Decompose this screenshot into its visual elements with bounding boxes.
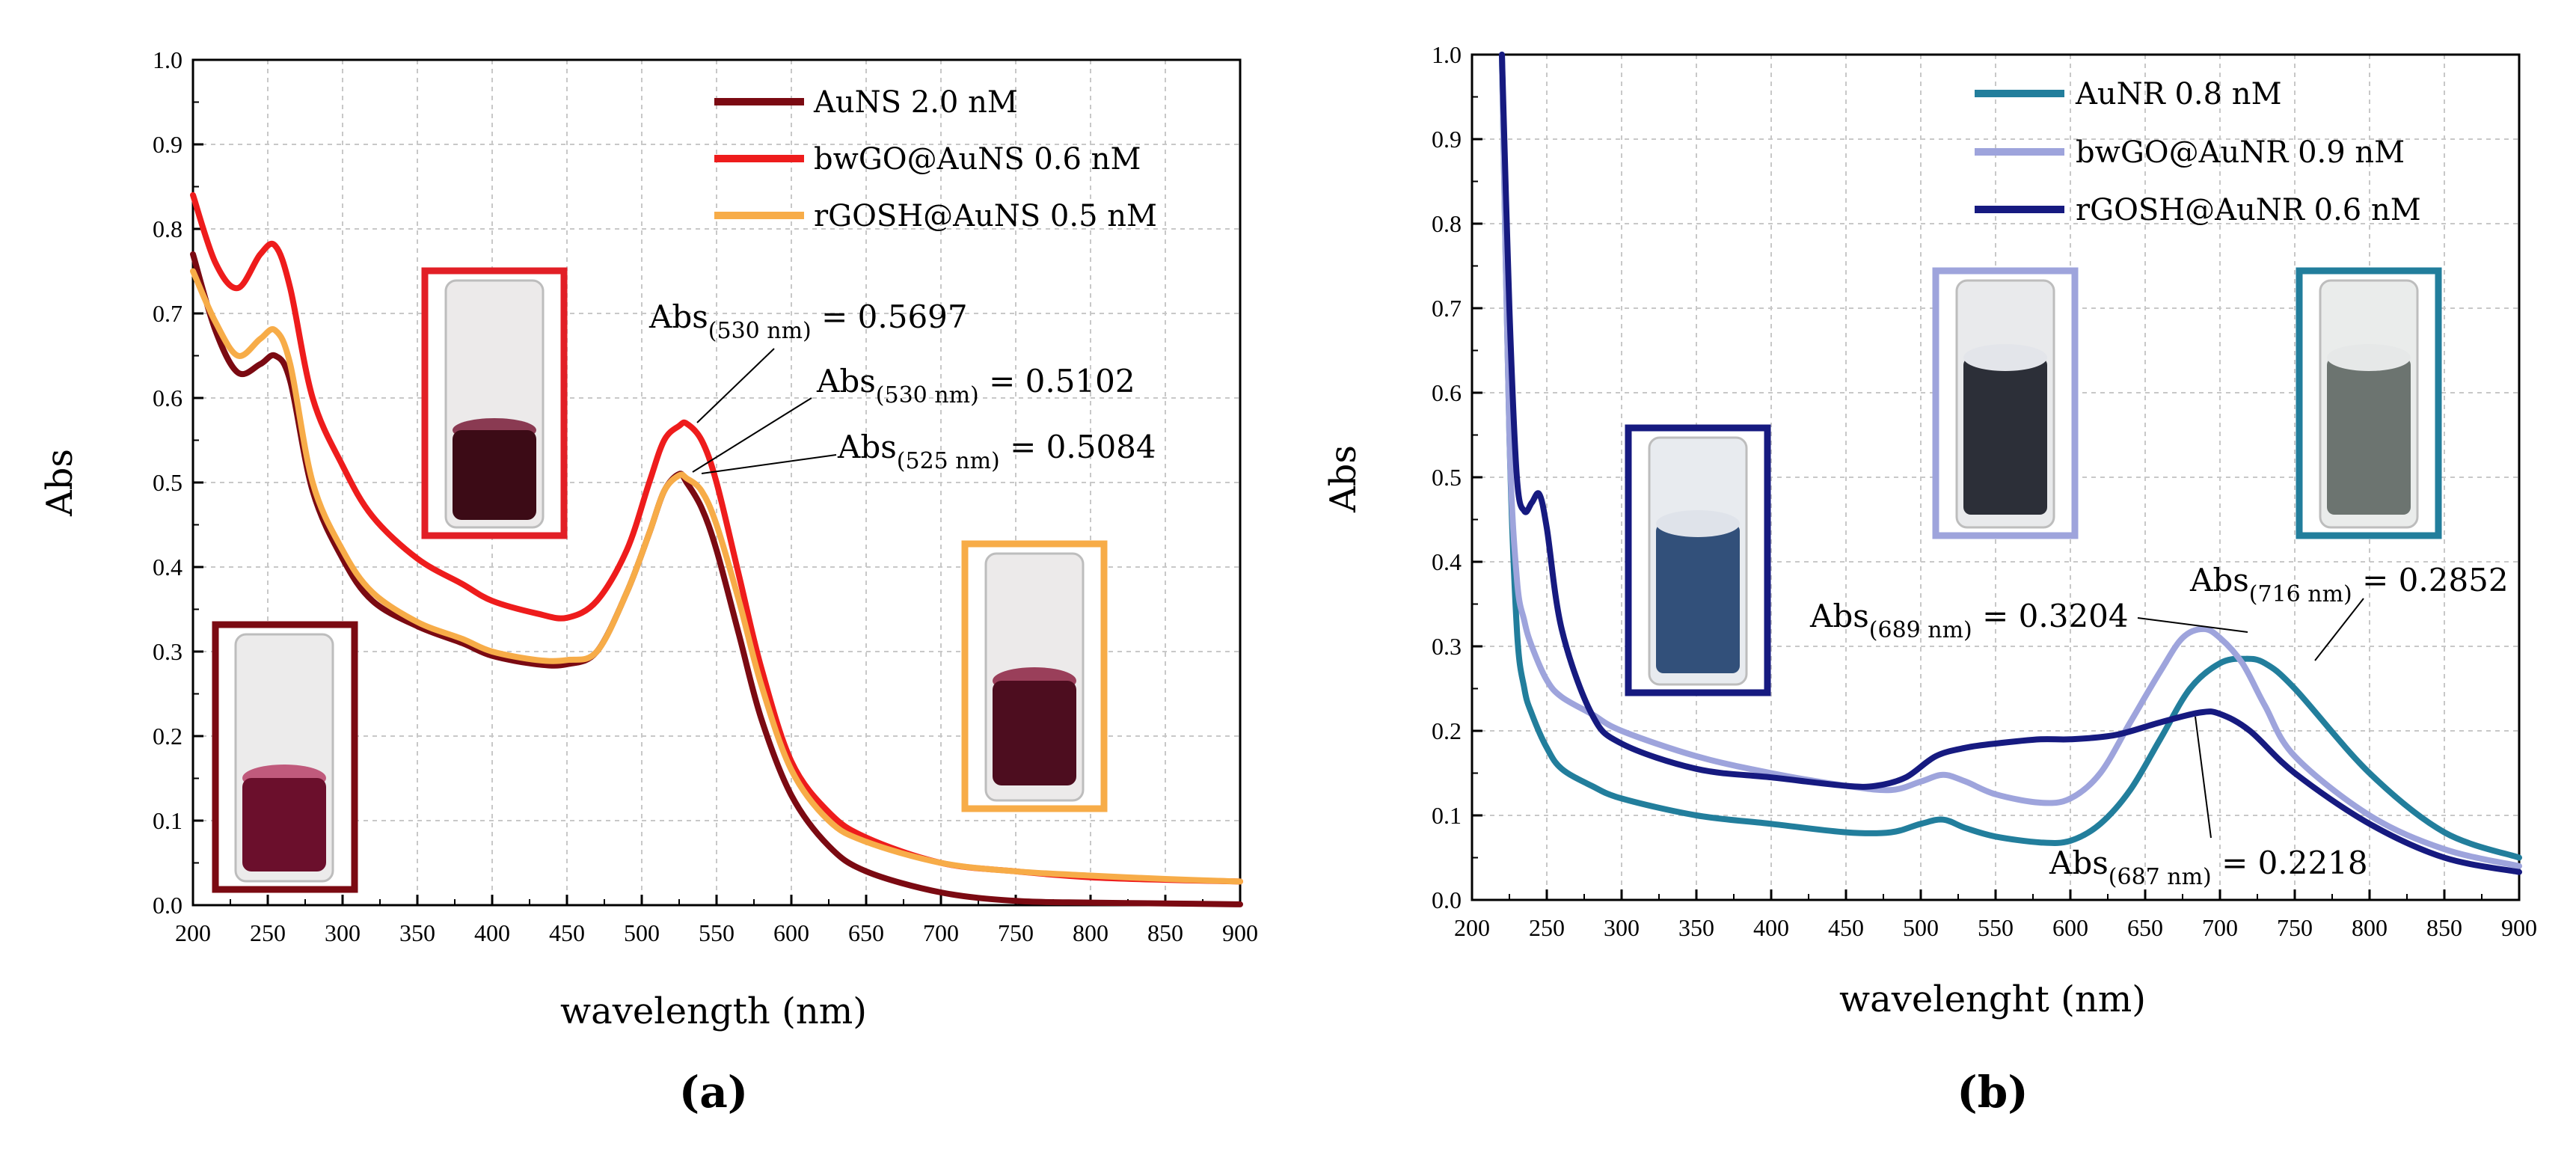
b-xtick-label: 850 [2426, 914, 2462, 941]
b-xtick-label: 700 [2202, 914, 2238, 941]
a-legend-label-1: bwGO@AuNS 0.6 nM [814, 142, 1141, 177]
b-ytick-label: 0.1 [1432, 802, 1462, 829]
a-legend: AuNS 2.0 nM bwGO@AuNS 0.6 nM rGOSH@AuNS … [714, 85, 1157, 233]
b-ytick-label: 0.2 [1432, 717, 1462, 744]
a-y-axis-label: Abs [39, 449, 81, 517]
a-legend-label-0: AuNS 2.0 nM [813, 85, 1018, 120]
a-series-line-2 [190, 268, 1243, 885]
b-xtick-label: 550 [1978, 914, 2014, 941]
a-ann-leader-1 [692, 397, 812, 473]
a-panel-label: (a) [679, 1067, 748, 1118]
b-xtick-label: 450 [1828, 914, 1864, 941]
a-xtick-label: 850 [1147, 919, 1183, 946]
b-xtick-label: 800 [2352, 914, 2388, 941]
b-ytick-label: 0.8 [1432, 210, 1462, 237]
b-ann-leader-2 [2195, 716, 2212, 839]
a-ann-leader-0 [696, 348, 775, 423]
a-xtick-label: 500 [624, 919, 660, 946]
b-ytick-label: 0.3 [1432, 633, 1462, 660]
a-annotations: Abs(530 nm) = 0.5697 Abs(530 nm) = 0.510… [648, 298, 1156, 474]
b-ytick-label: 0.9 [1432, 126, 1462, 153]
a-ytick-label: 0.6 [153, 385, 183, 411]
b-ticks: 200 250 300 350 400 450 500 550 600 650 700 750 800 8… [1432, 41, 2537, 941]
b-xtick-label: 350 [1678, 914, 1714, 941]
vial-photo-rgosh-aus [961, 540, 1108, 812]
a-xtick-label: 200 [175, 919, 211, 946]
b-xtick-label: 500 [1903, 914, 1939, 941]
b-panel-label: (b) [1957, 1067, 2028, 1118]
panel-a: 200 250 300 350 400 450 500 550 600 650 700 750 800 8… [39, 46, 1258, 1118]
b-xtick-label: 300 [1604, 914, 1640, 941]
b-xtick-label: 900 [2501, 914, 2537, 941]
a-ytick-label: 0.4 [153, 554, 183, 580]
a-xtick-label: 700 [923, 919, 959, 946]
a-ann-0: Abs(530 nm) = 0.5697 [648, 298, 968, 344]
b-ytick-label: 0.5 [1432, 464, 1462, 491]
a-ytick-label: 0.0 [153, 892, 183, 919]
a-legend-label-2: rGOSH@AuNS 0.5 nM [814, 199, 1157, 233]
b-ytick-label: 0.4 [1432, 548, 1462, 575]
b-ytick-label: 0.7 [1432, 295, 1462, 322]
a-xtick-label: 900 [1222, 919, 1258, 946]
a-xtick-label: 450 [549, 919, 585, 946]
b-x-axis-label: wavelenght (nm) [1839, 978, 2146, 1020]
vial-photo-bwgo-aunr [1932, 267, 2079, 539]
b-annotations: Abs(689 nm) = 0.3204 Abs(716 nm) = 0.285… [1809, 562, 2509, 890]
panel-b: 200 250 300 350 400 450 500 550 600 650 700 750 800 8… [1322, 41, 2537, 1118]
b-lines [1499, 52, 2522, 875]
b-xtick-label: 200 [1454, 914, 1490, 941]
b-ann-0: Abs(689 nm) = 0.3204 [1809, 598, 2129, 643]
a-ytick-label: 0.5 [153, 469, 183, 496]
a-ytick-label: 1.0 [153, 46, 183, 73]
a-xtick-label: 600 [773, 919, 809, 946]
b-series-line-2 [1499, 52, 2522, 875]
a-ytick-label: 0.9 [153, 131, 183, 158]
vial-photo-aus [212, 621, 358, 893]
a-xtick-label: 650 [848, 919, 884, 946]
a-ytick-label: 0.2 [153, 723, 183, 750]
a-ytick-label: 0.1 [153, 807, 183, 834]
b-xtick-label: 750 [2277, 914, 2313, 941]
a-xtick-label: 250 [250, 919, 286, 946]
a-ticks: 200 250 300 350 400 450 500 550 600 650 700 750 800 8… [153, 46, 1258, 946]
b-series-line-0 [1499, 52, 2522, 861]
b-ytick-label: 1.0 [1432, 41, 1462, 68]
a-xtick-label: 400 [474, 919, 510, 946]
b-ann-leader-0 [2137, 617, 2248, 633]
a-ytick-label: 0.7 [153, 300, 183, 327]
b-xtick-label: 650 [2127, 914, 2163, 941]
b-series-line-1 [1499, 52, 2522, 869]
a-ytick-label: 0.3 [153, 638, 183, 665]
b-ann-leader-1 [2314, 598, 2364, 661]
a-ann-2: Abs(525 nm) = 0.5084 [837, 429, 1156, 474]
vial-photo-bwgo-aus [421, 267, 568, 539]
a-lines [190, 192, 1243, 907]
a-xtick-label: 550 [699, 919, 735, 946]
b-ann-1: Abs(716 nm) = 0.2852 [2189, 562, 2509, 607]
a-xtick-label: 350 [399, 919, 435, 946]
a-ytick-label: 0.8 [153, 215, 183, 242]
a-ann-leader-2 [701, 454, 837, 474]
b-legend-label-0: AuNR 0.8 nM [2075, 77, 2282, 111]
a-ann-1: Abs(530 nm) = 0.5102 [816, 363, 1135, 408]
b-xtick-label: 400 [1753, 914, 1789, 941]
vial-photo-rgosh-aunr [1625, 424, 1771, 696]
b-ann-2: Abs(687 nm) = 0.2218 [2049, 845, 2368, 890]
b-y-axis-label: Abs [1322, 445, 1364, 513]
b-legend: AuNR 0.8 nM bwGO@AuNR 0.9 nM rGOSH@AuNR … [1975, 77, 2421, 227]
a-xtick-label: 300 [325, 919, 361, 946]
b-xtick-label: 600 [2052, 914, 2088, 941]
b-xtick-label: 250 [1529, 914, 1565, 941]
vial-photo-aunr [2296, 267, 2442, 539]
b-ytick-label: 0.6 [1432, 379, 1462, 406]
b-legend-label-2: rGOSH@AuNR 0.6 nM [2076, 193, 2421, 227]
a-xtick-label: 800 [1073, 919, 1108, 946]
b-ytick-label: 0.0 [1432, 886, 1462, 913]
a-xtick-label: 750 [998, 919, 1034, 946]
b-legend-label-1: bwGO@AuNR 0.9 nM [2076, 135, 2405, 170]
a-x-axis-label: wavelength (nm) [560, 990, 867, 1032]
